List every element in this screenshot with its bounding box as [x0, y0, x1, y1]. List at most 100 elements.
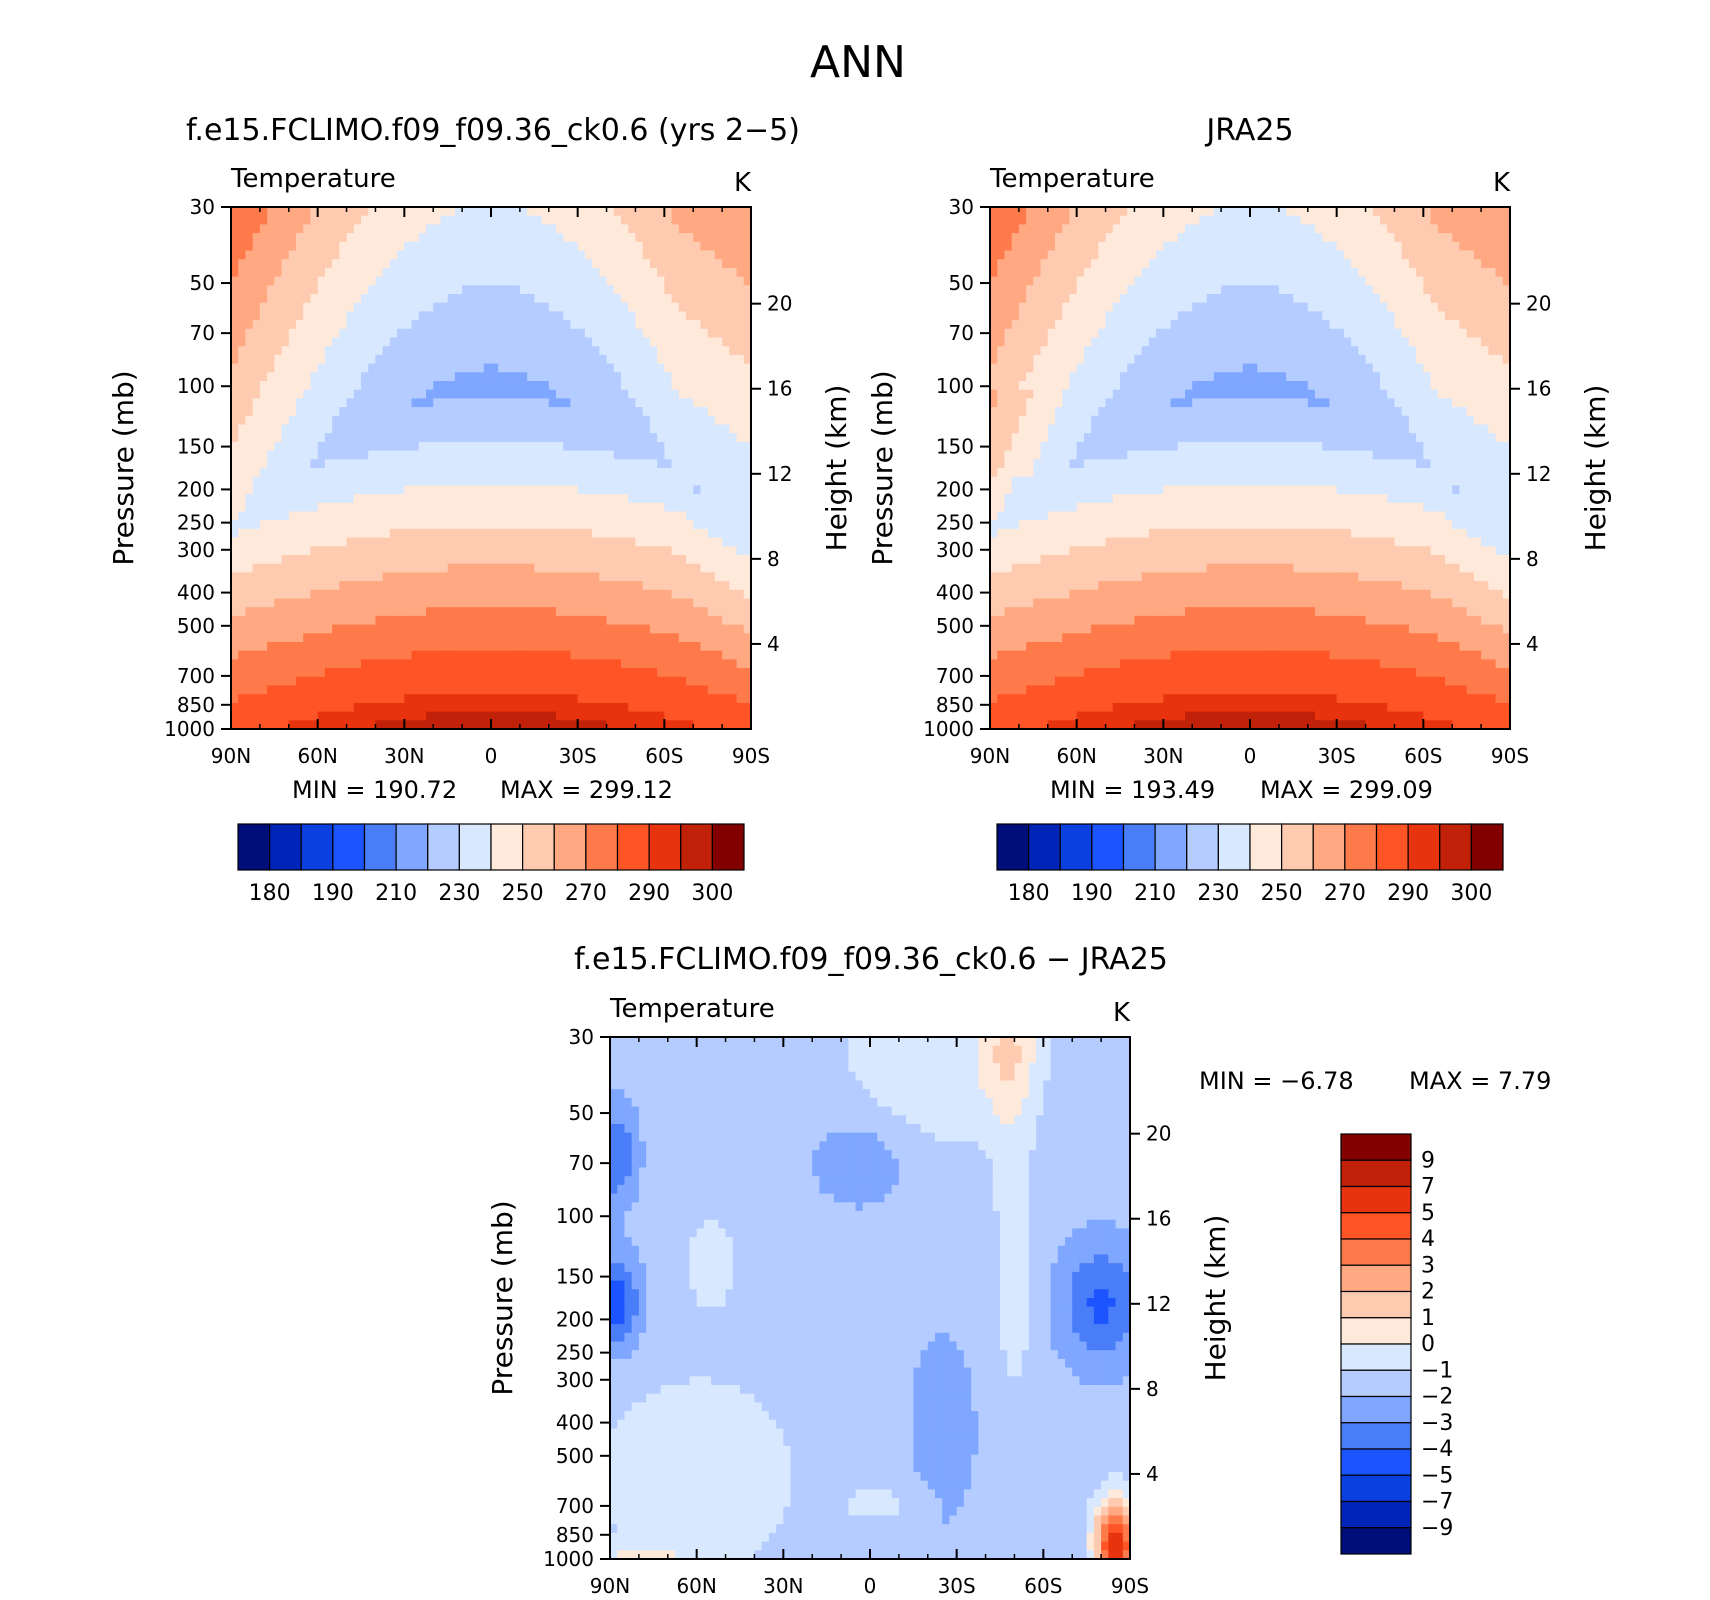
contour-cell	[548, 494, 557, 504]
contour-cell	[498, 615, 507, 626]
contour-cell	[621, 494, 629, 504]
contour-cell	[288, 537, 297, 547]
contour-cell	[606, 642, 615, 652]
contour-cell	[462, 459, 470, 469]
contour-cell	[389, 555, 398, 565]
contour-cell	[714, 676, 723, 687]
contour-cell	[1105, 267, 1114, 278]
contour-cell	[389, 250, 398, 260]
contour-cell	[1185, 250, 1193, 260]
contour-cell	[317, 676, 326, 687]
contour-cell	[404, 372, 413, 382]
contour-cell	[743, 668, 752, 678]
contour-cell	[1278, 224, 1287, 234]
contour-cell	[599, 294, 608, 304]
contour-cell	[512, 233, 521, 243]
contour-cell	[592, 407, 600, 417]
contour-cell	[700, 415, 709, 426]
contour-cell	[469, 485, 478, 495]
contour-cell	[346, 207, 355, 217]
contour-cell	[1083, 224, 1092, 234]
contour-cell	[657, 685, 665, 695]
contour-cell	[592, 476, 600, 486]
contour-cell	[310, 450, 319, 460]
contour-cell	[296, 572, 304, 582]
contour-cell	[375, 650, 384, 660]
contour-cell	[245, 285, 254, 295]
contour-cell	[375, 459, 384, 469]
contour-cell	[534, 546, 543, 556]
contour-cell	[353, 441, 362, 452]
contour-cell	[548, 441, 557, 452]
contour-cell	[375, 215, 384, 225]
contour-cell	[693, 328, 702, 339]
contour-cell	[722, 311, 730, 321]
contour-cell	[664, 328, 673, 339]
contour-cell	[498, 372, 507, 382]
contour-cell	[707, 415, 716, 426]
contour-cell	[1336, 241, 1345, 252]
contour-cell	[382, 302, 391, 312]
contour-cell	[657, 528, 665, 539]
contour-cell	[1047, 233, 1056, 243]
contour-cell	[368, 259, 377, 269]
contour-cell	[1098, 241, 1107, 252]
contour-cell	[519, 215, 528, 225]
contour-cell	[346, 650, 355, 660]
contour-cell	[447, 381, 456, 391]
contour-cell	[570, 207, 579, 217]
contour-cell	[267, 676, 275, 687]
contour-cell	[476, 572, 485, 582]
contour-cell	[592, 250, 600, 260]
contour-cell	[1416, 233, 1424, 243]
contour-cell	[346, 407, 355, 417]
contour-cell	[606, 476, 615, 486]
contour-cell	[483, 215, 492, 225]
contour-cell	[1466, 259, 1475, 269]
contour-cell	[281, 424, 290, 434]
contour-cell	[693, 415, 702, 426]
contour-cell	[519, 476, 528, 486]
contour-cell	[541, 581, 550, 591]
contour-cell	[671, 311, 680, 321]
contour-cell	[534, 520, 543, 530]
contour-cell	[267, 285, 275, 295]
contour-cell	[592, 346, 600, 356]
contour-cell	[361, 354, 369, 365]
contour-cell	[1011, 233, 1020, 243]
contour-cell	[1502, 241, 1511, 252]
contour-cell	[548, 598, 557, 608]
contour-cell	[1242, 207, 1251, 217]
contour-cell	[411, 642, 420, 652]
contour-cell	[736, 441, 745, 452]
contour-cell	[649, 311, 658, 321]
contour-cell	[353, 372, 362, 382]
contour-cell	[411, 572, 420, 582]
colorbar-label: 210	[375, 881, 417, 906]
contour-cell	[664, 441, 673, 452]
contour-cell	[707, 511, 716, 521]
contour-cell	[324, 233, 333, 243]
contour-cell	[382, 450, 391, 460]
contour-cell	[476, 642, 485, 652]
contour-cell	[245, 207, 254, 217]
contour-cell	[693, 372, 702, 382]
contour-cell	[736, 633, 745, 643]
contour-cell	[440, 581, 449, 591]
contour-cell	[722, 285, 730, 295]
contour-cell	[462, 398, 470, 408]
contour-cell	[252, 320, 261, 330]
contour-cell	[628, 337, 637, 347]
contour-cell	[469, 520, 478, 530]
contour-cell	[310, 676, 319, 687]
contour-cell	[700, 563, 709, 573]
contour-cell	[613, 598, 622, 608]
contour-cell	[505, 711, 514, 721]
contour-cell	[642, 468, 651, 478]
contour-cell	[649, 389, 658, 399]
contour-cell	[714, 528, 723, 539]
contour-cell	[678, 259, 687, 269]
contour-cell	[310, 294, 319, 304]
contour-cell	[736, 720, 745, 730]
contour-cell	[1083, 207, 1092, 217]
